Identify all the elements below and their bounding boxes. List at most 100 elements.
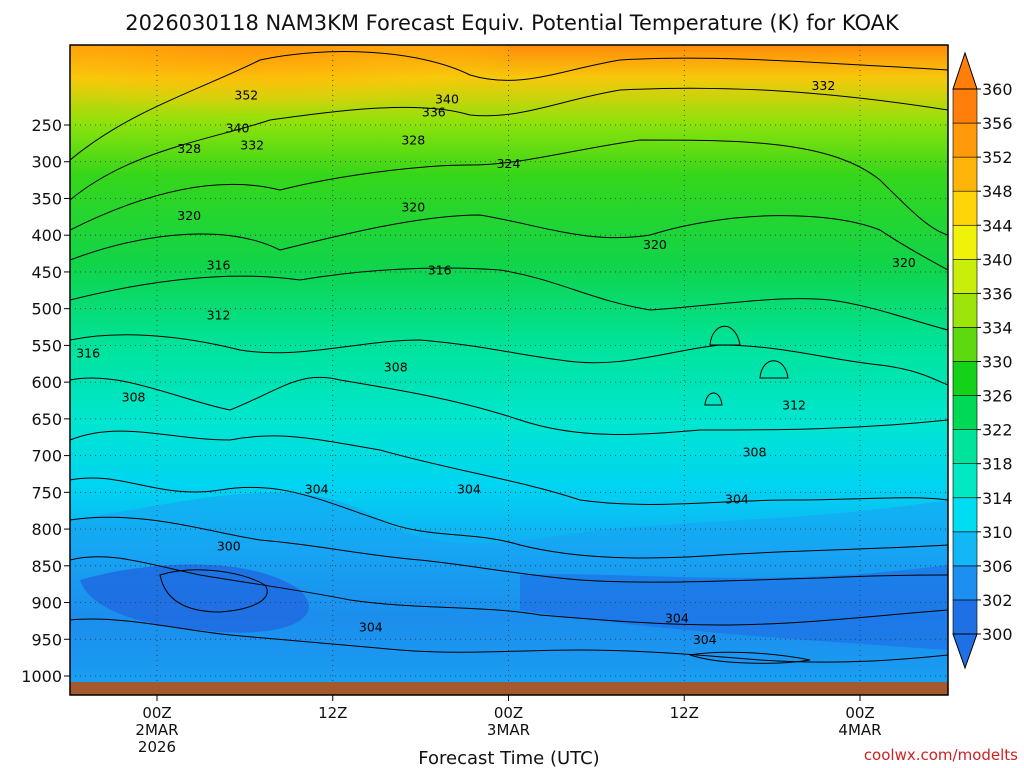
x-tick-label: 12Z — [670, 704, 699, 722]
colorbar-segment — [952, 565, 978, 601]
y-tick-label: 300 — [31, 153, 62, 172]
x-tick-label: 00Z — [142, 704, 171, 722]
contour-label: 320 — [643, 237, 667, 252]
contour-label: 304 — [725, 492, 749, 507]
contour-label: 320 — [177, 208, 201, 223]
cool-band — [520, 565, 948, 650]
colorbar-tick-label: 344 — [982, 216, 1013, 235]
contour-label: 336 — [422, 105, 446, 120]
colorbar-tick-label: 326 — [982, 387, 1013, 406]
contour-label: 316 — [207, 257, 231, 272]
y-tick-label: 1000 — [21, 667, 62, 686]
contour-label: 352 — [234, 88, 258, 103]
y-axis: 250 300 350 400 450 500 550 600 650 700 750 800 850 9… — [21, 116, 70, 686]
contour-label: 324 — [497, 156, 521, 171]
contour-label: 304 — [665, 611, 689, 626]
colorbar-tick-label: 356 — [982, 114, 1013, 133]
colorbar-tick-label: 348 — [982, 182, 1013, 201]
contour-label: 308 — [122, 390, 146, 405]
cool-pocket — [80, 564, 309, 633]
y-tick-label: 550 — [31, 336, 62, 355]
colorbar-tick-label: 340 — [982, 250, 1013, 269]
grid-lines — [70, 45, 948, 695]
contour-label: 316 — [428, 262, 452, 277]
contour-label: 304 — [693, 632, 717, 647]
colorbar-segment — [952, 599, 978, 635]
colorbar-tick-label: 314 — [982, 489, 1013, 508]
x-tick-label: 00Z — [494, 704, 523, 722]
colorbar-segment — [952, 327, 978, 362]
contour-label: 304 — [305, 481, 329, 496]
colorbar-top-arrow — [952, 51, 978, 90]
contour-label: 308 — [743, 445, 767, 460]
colorbar-tick-label: 330 — [982, 353, 1013, 372]
colorbar-tick-label: 360 — [982, 80, 1013, 99]
y-tick-label: 900 — [31, 594, 62, 613]
colorbar-segment — [952, 429, 978, 464]
colorbar-bottom-arrow — [952, 633, 978, 670]
warm-core-aloft — [70, 45, 510, 130]
y-tick-label: 450 — [31, 263, 62, 282]
x-axis-label: Forecast Time (UTC) — [418, 748, 599, 768]
colorbar-segment — [952, 224, 978, 260]
contour-label: 340 — [226, 121, 250, 136]
colorbar-tick-label: 352 — [982, 148, 1013, 167]
contour-label: 312 — [207, 307, 231, 322]
contour-label: 328 — [177, 141, 201, 156]
contour-label: 328 — [401, 132, 425, 147]
y-tick-label: 350 — [31, 189, 62, 208]
y-tick-label: 500 — [31, 300, 62, 319]
credit-text: coolwx.com/modelts — [864, 746, 1018, 764]
contour-label: 316 — [76, 345, 100, 360]
y-tick-label: 850 — [31, 557, 62, 576]
colorbar-segment — [952, 497, 978, 533]
plot-area: 352 3403363323403323283283243203203203203… — [70, 45, 948, 695]
x-tick-label: 00Z — [845, 704, 874, 722]
y-tick-label: 700 — [31, 447, 62, 466]
colorbar: 300 302 306 310 314 318 322 326 330 334 336 340 344 3… — [952, 51, 1013, 670]
x-tick-label: 3MAR — [487, 721, 530, 739]
contour-label: 304 — [457, 481, 481, 496]
contour-label: 300 — [217, 539, 241, 554]
contour-label: 312 — [782, 398, 806, 413]
colorbar-tick-label: 334 — [982, 318, 1013, 337]
colorbar-segment — [952, 259, 978, 294]
colorbar-tick-label: 302 — [982, 591, 1013, 610]
y-tick-label: 250 — [31, 116, 62, 135]
colorbar-tick-label: 300 — [982, 625, 1013, 644]
ground-terrain — [70, 682, 948, 695]
colorbar-segment — [952, 190, 978, 226]
contour-label: 320 — [401, 199, 425, 214]
colorbar-segment — [952, 122, 978, 158]
colorbar-segment — [952, 463, 978, 499]
contour-label: 308 — [384, 359, 408, 374]
y-tick-label: 600 — [31, 373, 62, 392]
chart-title: 2026030118 NAM3KM Forecast Equiv. Potent… — [125, 11, 900, 35]
x-tick-label: 2MAR — [135, 721, 178, 739]
contour-label: 332 — [240, 138, 264, 153]
colorbar-segment — [952, 156, 978, 192]
contour-label: 340 — [435, 91, 459, 106]
contour-labels: 352 3403363323403323283283243203203203203… — [76, 78, 916, 647]
colorbar-tick-label: 306 — [982, 557, 1013, 576]
x-tick-label: 12Z — [318, 704, 347, 722]
colorbar-tick-label: 336 — [982, 284, 1013, 303]
y-tick-label: 750 — [31, 483, 62, 502]
contour-label: 320 — [892, 255, 916, 270]
colorbar-tick-label: 318 — [982, 455, 1013, 474]
contour-label: 304 — [359, 620, 383, 635]
x-tick-label: 4MAR — [838, 721, 881, 739]
colorbar-segment — [952, 361, 978, 396]
y-tick-label: 400 — [31, 226, 62, 245]
colorbar-segment — [952, 293, 978, 328]
x-tick-label: 2026 — [138, 738, 176, 756]
colorbar-segment — [952, 531, 978, 567]
contour-lines — [70, 51, 948, 664]
colorbar-segment — [952, 395, 978, 430]
colorbar-tick-label: 310 — [982, 523, 1013, 542]
colorbar-segment — [952, 88, 978, 124]
y-tick-label: 950 — [31, 630, 62, 649]
y-tick-label: 650 — [31, 410, 62, 429]
y-tick-label: 800 — [31, 520, 62, 539]
